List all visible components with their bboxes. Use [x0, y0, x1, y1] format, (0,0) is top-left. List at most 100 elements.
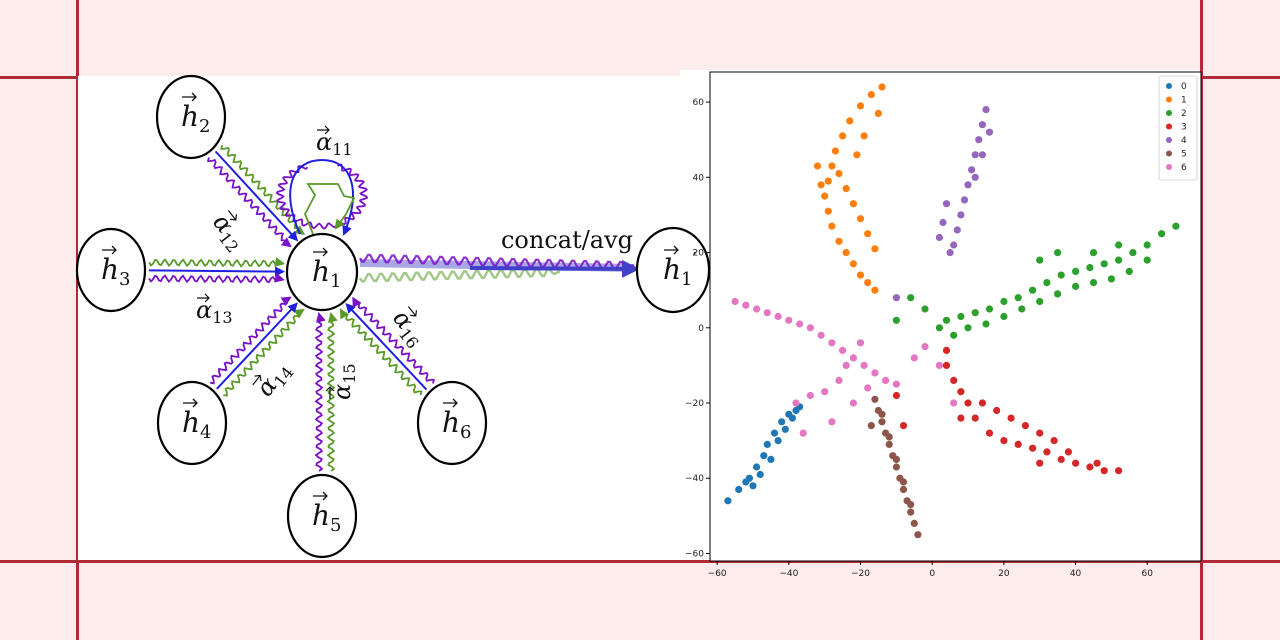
vector-arrow	[317, 125, 330, 135]
point	[839, 132, 847, 140]
legend-marker	[1166, 96, 1172, 103]
legend-label: 2	[1181, 109, 1187, 119]
point	[921, 343, 929, 351]
vector-arrow	[407, 306, 418, 317]
point	[856, 339, 865, 347]
point	[1072, 267, 1080, 275]
point	[860, 132, 868, 140]
point	[1029, 444, 1037, 452]
point	[871, 286, 879, 294]
point	[849, 399, 857, 407]
point	[985, 305, 994, 313]
legend-marker	[1166, 83, 1172, 89]
legend-item-2: 2	[1166, 109, 1187, 119]
legend-label: 5	[1181, 150, 1187, 160]
h5-to-h1-green-edge	[326, 312, 338, 472]
point	[785, 316, 793, 324]
point	[1158, 230, 1166, 238]
legend-marker	[1166, 137, 1172, 143]
point	[821, 388, 829, 396]
point	[824, 207, 832, 215]
h4-to-h1-purple-edge	[210, 296, 292, 385]
node-h3: h3	[75, 227, 147, 313]
alpha-label: α12	[205, 208, 252, 256]
point	[849, 354, 857, 362]
legend-marker	[1166, 164, 1172, 170]
h2-to-h1-green-edge	[220, 145, 306, 235]
node-h6: h6	[416, 380, 488, 466]
point	[813, 162, 822, 170]
point	[821, 192, 829, 200]
series-1	[813, 83, 886, 294]
x-tick-label: −20	[851, 569, 870, 579]
point	[982, 106, 990, 114]
point	[1036, 256, 1044, 264]
legend-item-1: 1	[1166, 96, 1187, 106]
point	[760, 452, 768, 460]
point	[950, 241, 958, 249]
point	[1072, 459, 1080, 467]
point	[1107, 275, 1115, 283]
point	[731, 297, 739, 306]
point	[978, 399, 986, 407]
y-tick-label: −20	[685, 399, 704, 409]
point	[867, 422, 875, 430]
point	[892, 391, 900, 400]
point	[1021, 422, 1029, 430]
y-tick-label: −40	[685, 474, 704, 484]
scatter-points	[724, 83, 1180, 539]
point	[907, 508, 915, 516]
legend-label: 6	[1181, 163, 1187, 173]
alpha-11: α11	[316, 125, 353, 159]
point	[968, 166, 976, 174]
series-6	[731, 297, 958, 437]
point	[763, 440, 771, 448]
point	[942, 346, 951, 354]
plot-area	[709, 71, 1202, 562]
point	[842, 361, 850, 369]
point	[964, 324, 972, 332]
point	[1086, 463, 1094, 471]
point	[867, 91, 875, 99]
node-label: h4	[182, 406, 212, 443]
h5-to-h1-purple-edge	[314, 312, 326, 472]
node-group: h1 h2 h3 h4 h5 h6 h1′	[75, 74, 711, 559]
point	[828, 418, 836, 426]
point	[1043, 279, 1051, 287]
point	[1014, 294, 1022, 302]
alpha-16: α16	[387, 304, 422, 352]
point	[1014, 440, 1022, 448]
y-tick-label: 60	[693, 98, 705, 108]
vector-arrow	[197, 293, 210, 303]
point	[1057, 455, 1065, 463]
point	[806, 391, 814, 400]
h2-to-h1-blue-edge	[214, 150, 299, 242]
point	[874, 109, 882, 117]
concat-purple-wave	[359, 253, 635, 271]
alpha-12: α12	[205, 208, 252, 256]
point	[1115, 467, 1123, 475]
node-label: h6	[442, 406, 472, 443]
point	[831, 147, 839, 155]
concat-green-wave	[358, 267, 560, 283]
point	[971, 309, 979, 317]
point	[846, 117, 854, 125]
point	[985, 429, 994, 437]
point	[1172, 222, 1180, 230]
x-tick-label: 60	[1142, 569, 1154, 579]
point	[753, 463, 761, 471]
legend-box	[1158, 75, 1198, 181]
point	[1143, 241, 1151, 249]
point	[864, 384, 872, 392]
node-label: h1′	[663, 249, 697, 290]
y-axis-ticks: −60 −40 −20 0 20 40 60	[685, 98, 710, 559]
legend-marker	[1166, 150, 1172, 157]
point	[842, 185, 850, 193]
point	[774, 312, 782, 321]
point	[885, 433, 893, 441]
point	[763, 309, 771, 317]
point	[942, 316, 951, 324]
y-tick-label: 0	[698, 324, 704, 334]
point	[1018, 305, 1026, 313]
point	[835, 170, 843, 178]
